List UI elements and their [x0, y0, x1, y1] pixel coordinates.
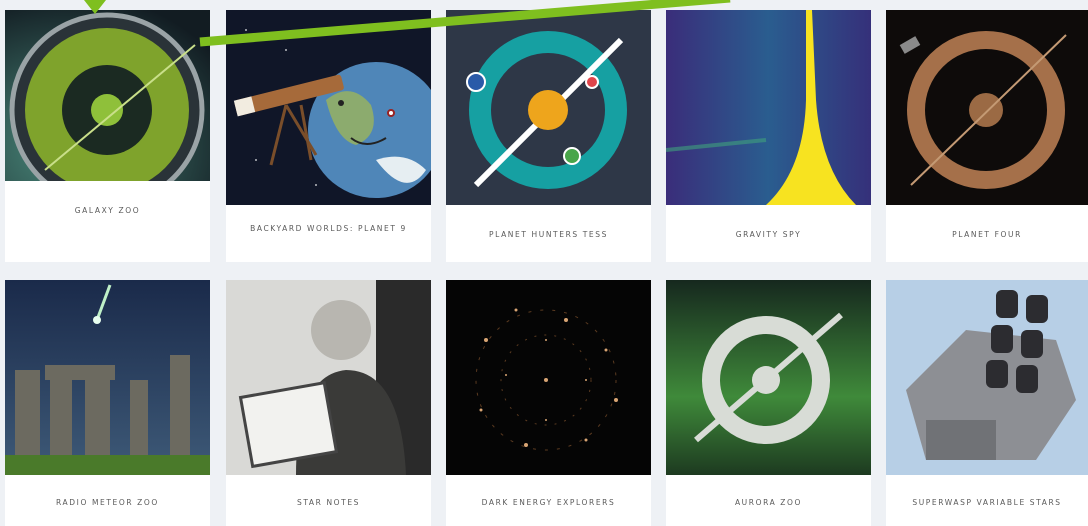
- project-card[interactable]: STAR NOTES: [226, 280, 431, 526]
- project-title: AURORA ZOO: [680, 497, 857, 508]
- projects-page: GALAXY ZOO BACKYARD WORLDS: PLANET 9 PLA…: [0, 0, 1088, 526]
- project-card[interactable]: GRAVITY SPY: [666, 10, 871, 262]
- project-title: PLANET FOUR: [900, 229, 1074, 240]
- card-image: [446, 10, 651, 205]
- project-title: BACKYARD WORLDS: PLANET 9: [240, 223, 417, 234]
- card-image: [226, 280, 431, 475]
- card-image: [226, 10, 431, 205]
- project-title: SUPERWASP VARIABLE STARS: [900, 497, 1074, 508]
- project-title: GALAXY ZOO: [19, 205, 196, 216]
- card-image: [666, 280, 871, 475]
- card-image: [886, 10, 1088, 205]
- card-image: [886, 280, 1088, 475]
- project-card[interactable]: GALAXY ZOO: [5, 10, 210, 262]
- project-title: DARK ENERGY EXPLORERS: [460, 497, 637, 508]
- project-card[interactable]: PLANET FOUR: [886, 10, 1088, 262]
- project-title: GRAVITY SPY: [680, 229, 857, 240]
- project-card[interactable]: SUPERWASP VARIABLE STARS: [886, 280, 1088, 526]
- card-image: [5, 10, 210, 181]
- project-title: STAR NOTES: [240, 497, 417, 508]
- project-card[interactable]: DARK ENERGY EXPLORERS: [446, 280, 651, 526]
- project-card[interactable]: BACKYARD WORLDS: PLANET 9: [226, 10, 431, 262]
- project-card[interactable]: AURORA ZOO: [666, 280, 871, 526]
- card-image: [5, 280, 210, 475]
- card-image: [446, 280, 651, 475]
- project-card[interactable]: PLANET HUNTERS TESS: [446, 10, 651, 262]
- project-card[interactable]: RADIO METEOR ZOO: [5, 280, 210, 526]
- project-title: PLANET HUNTERS TESS: [460, 229, 637, 240]
- page: {"cards": [ {"title": "GALAXY ZOO"}, {"t…: [0, 0, 1088, 526]
- project-title: RADIO METEOR ZOO: [19, 497, 196, 508]
- card-image: [666, 10, 871, 205]
